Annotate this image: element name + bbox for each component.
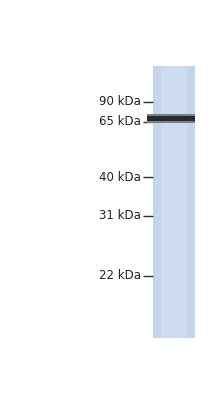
Bar (153, 66, 195, 338)
Text: 22 kDa: 22 kDa (99, 270, 141, 282)
Text: 90 kDa: 90 kDa (99, 96, 141, 108)
Bar (147, 114, 195, 122)
Bar (147, 114, 195, 116)
Bar (147, 121, 195, 122)
Bar (161, 66, 187, 338)
Text: 65 kDa: 65 kDa (99, 116, 141, 128)
Text: 31 kDa: 31 kDa (99, 209, 141, 222)
Text: 40 kDa: 40 kDa (99, 171, 141, 184)
